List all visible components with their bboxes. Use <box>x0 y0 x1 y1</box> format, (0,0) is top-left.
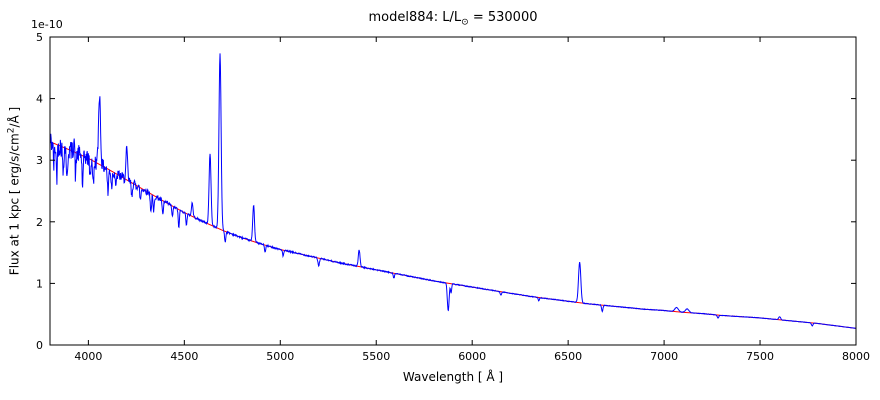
sun-symbol: ⊙ <box>461 17 469 28</box>
x-tick-label: 5500 <box>362 350 390 363</box>
y-tick-label: 2 <box>36 216 43 229</box>
y-tick-label: 3 <box>36 154 43 167</box>
plot-frame <box>49 36 857 346</box>
y-tick-label: 4 <box>36 93 43 106</box>
plot-title-value: = 530000 <box>468 10 538 25</box>
plot-title: model884: L/L⊙ = 530000 <box>50 10 856 28</box>
y-tick-label: 0 <box>36 339 43 352</box>
y-axis-offset-label: 1e-10 <box>31 18 63 31</box>
x-tick-label: 6500 <box>554 350 582 363</box>
x-tick-label: 7500 <box>746 350 774 363</box>
x-axis-label: Wavelength [ Å ] <box>402 370 504 384</box>
y-tick-label: 1 <box>36 277 43 290</box>
plot-title-text: model884: L/L <box>368 10 462 25</box>
x-tick-label: 4500 <box>170 350 198 363</box>
x-tick-label: 7000 <box>650 350 678 363</box>
x-tick-label: 4000 <box>74 350 102 363</box>
y-tick-label: 5 <box>36 31 43 44</box>
spectrum-line <box>50 53 856 329</box>
x-tick-label: 5000 <box>266 350 294 363</box>
x-tick-label: 6000 <box>458 350 486 363</box>
continuum-line <box>50 141 856 329</box>
x-tick-label: 8000 <box>842 350 870 363</box>
